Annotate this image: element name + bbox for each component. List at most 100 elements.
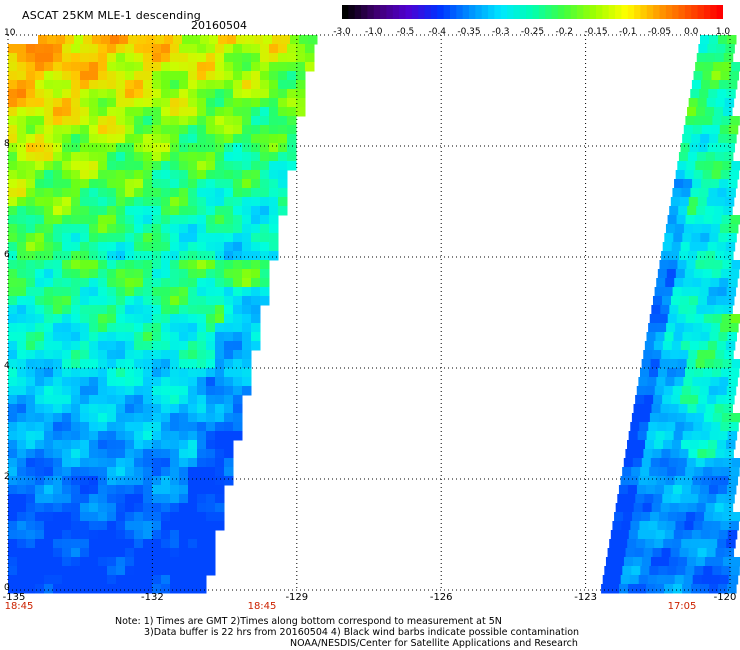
swath-cell — [677, 512, 687, 522]
swath-cell — [80, 485, 90, 495]
y-tick-label: 10 — [4, 28, 16, 38]
swath-cell — [278, 143, 288, 153]
swath-cell — [170, 98, 180, 108]
swath-cell — [53, 413, 63, 423]
swath-cell — [629, 476, 640, 486]
swath-cell — [719, 224, 730, 234]
swath-cell — [242, 269, 252, 279]
swath-cell — [17, 188, 27, 198]
swath-cell — [197, 314, 207, 324]
swath-cell — [723, 404, 734, 414]
time-label: 18:45 — [247, 601, 277, 612]
swath-cell — [44, 323, 54, 333]
swath-cell — [206, 530, 216, 540]
swath-cell — [726, 440, 736, 450]
swath-cell — [709, 80, 720, 90]
swath-cell — [698, 44, 708, 54]
swath-cell — [53, 350, 63, 360]
swath-cell — [713, 359, 724, 369]
swath-cell — [143, 125, 153, 135]
swath-cell — [215, 341, 225, 351]
swath-cell — [98, 323, 108, 333]
swath-cell — [143, 431, 153, 441]
swath-cell — [251, 197, 261, 207]
swath-cell — [53, 566, 63, 576]
swath-cell — [251, 215, 261, 225]
swath-cell — [35, 323, 45, 333]
swath-cell — [89, 548, 99, 558]
swath-cell — [179, 179, 189, 189]
swath-cell — [107, 584, 117, 594]
swath-cell — [696, 503, 707, 513]
swath-cell — [89, 386, 99, 396]
swath-cell — [53, 485, 63, 495]
swath-cell — [233, 161, 243, 171]
swath-cell — [161, 179, 171, 189]
swath-cell — [179, 125, 189, 135]
swath-cell — [62, 170, 72, 180]
swath-cell — [80, 134, 90, 144]
swath-cell — [708, 89, 718, 99]
swath-cell — [669, 503, 680, 513]
swath-cell — [134, 233, 144, 243]
swath-cell — [649, 467, 659, 477]
swath-cell — [62, 467, 72, 477]
swath-cell — [161, 161, 171, 171]
swath-cell — [687, 305, 697, 315]
swath-cell — [233, 242, 243, 252]
swath-cell — [278, 170, 288, 180]
swath-cell — [242, 116, 252, 126]
colorbar-swatch — [608, 5, 616, 19]
swath-cell — [718, 332, 728, 342]
swath-cell — [35, 449, 45, 459]
swath-cell — [715, 296, 726, 306]
swath-cell — [17, 80, 27, 90]
swath-cell — [206, 62, 216, 72]
swath-cell — [658, 566, 668, 576]
swath-cell — [215, 89, 225, 99]
swath-cell — [53, 278, 63, 288]
swath-cell — [35, 314, 45, 324]
swath-cell — [35, 80, 45, 90]
swath-cell — [89, 143, 99, 153]
swath-cell — [677, 458, 688, 468]
swath-cell — [671, 242, 682, 252]
swath-cell — [107, 53, 117, 63]
swath-cell — [8, 584, 18, 594]
swath-cell — [684, 422, 694, 432]
swath-cell — [71, 206, 81, 216]
swath-cell — [188, 296, 198, 306]
swath-cell — [179, 404, 189, 414]
swath-cell — [170, 116, 180, 126]
swath-cell — [44, 80, 54, 90]
colorbar-swatch — [342, 5, 349, 19]
swath-cell — [224, 197, 234, 207]
swath-cell — [693, 269, 704, 279]
colorbar-label: -0.05 — [647, 27, 672, 37]
swath-cell — [269, 224, 279, 234]
swath-cell — [731, 557, 740, 567]
swath-cell — [53, 539, 63, 549]
swath-cell — [53, 269, 63, 279]
swath-cell — [233, 332, 243, 342]
swath-cell — [287, 98, 297, 108]
swath-cell — [134, 62, 144, 72]
swath-cell — [125, 62, 135, 72]
swath-cell — [712, 215, 723, 225]
swath-cell — [152, 224, 162, 234]
swath-cell — [305, 44, 315, 54]
swath-cell — [170, 494, 180, 504]
swath-cell — [80, 71, 90, 81]
swath-cell — [170, 584, 180, 594]
swath-cell — [694, 467, 704, 477]
swath-cell — [143, 323, 153, 333]
swath-cell — [260, 125, 270, 135]
swath-cell — [35, 539, 45, 549]
swath-cell — [89, 431, 99, 441]
swath-cell — [53, 341, 63, 351]
swath-cell — [233, 287, 243, 297]
swath-cell — [649, 566, 659, 576]
swath-cell — [667, 467, 677, 477]
note-line-2: 3)Data buffer is 22 hrs from 20160504 4)… — [144, 627, 580, 638]
swath-cell — [152, 197, 162, 207]
